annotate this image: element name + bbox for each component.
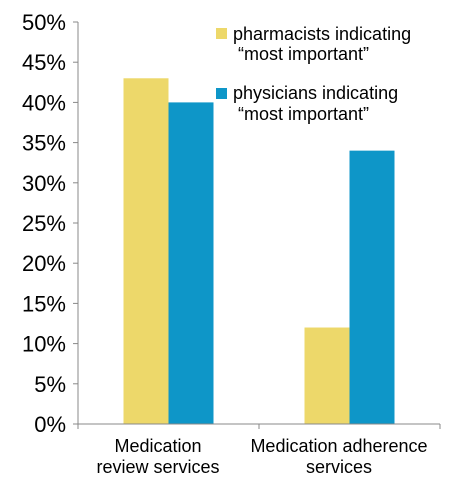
legend: pharmacists indicating “most important” …	[216, 24, 411, 124]
legend-item-pharmacists: pharmacists indicating “most important”	[216, 24, 411, 64]
category-label-line2: review services	[96, 457, 219, 477]
category-label-line1: Medication	[114, 436, 201, 456]
y-tick-label: 25%	[22, 211, 66, 236]
y-axis-ticks: 0% 5% 10% 15% 20% 25% 30% 35% 40% 45% 50%	[22, 10, 78, 437]
y-tick-label: 35%	[22, 131, 66, 156]
y-tick-label: 15%	[22, 291, 66, 316]
legend-label-line1: physicians indicating	[233, 83, 398, 103]
legend-swatch-pharmacists	[216, 28, 227, 39]
legend-label-line2: “most important”	[238, 44, 369, 64]
legend-label-line1: pharmacists indicating	[233, 24, 411, 44]
y-tick-label: 40%	[22, 90, 66, 115]
y-tick-label: 10%	[22, 332, 66, 357]
legend-item-physicians: physicians indicating “most important”	[216, 83, 398, 124]
y-tick-label: 45%	[22, 50, 66, 75]
legend-label-line2: “most important”	[238, 104, 369, 124]
x-axis-ticks	[77, 424, 441, 429]
bar-series-0-category-1	[304, 327, 350, 424]
legend-swatch-physicians	[216, 88, 227, 99]
bar-series-0-category-0	[123, 78, 169, 424]
category-label-medication-review: Medication review services	[96, 436, 219, 477]
category-label-medication-adherence: Medication adherence services	[250, 436, 427, 477]
y-tick-label: 50%	[22, 10, 66, 35]
y-tick-label: 30%	[22, 171, 66, 196]
y-tick-label: 0%	[34, 412, 66, 437]
bars	[123, 78, 395, 425]
y-tick-label: 5%	[34, 372, 66, 397]
y-tick-label: 20%	[22, 251, 66, 276]
category-label-line2: services	[306, 457, 372, 477]
bar-series-1-category-1	[349, 150, 395, 424]
category-label-line1: Medication adherence	[250, 436, 427, 456]
bar-series-1-category-0	[168, 102, 214, 425]
